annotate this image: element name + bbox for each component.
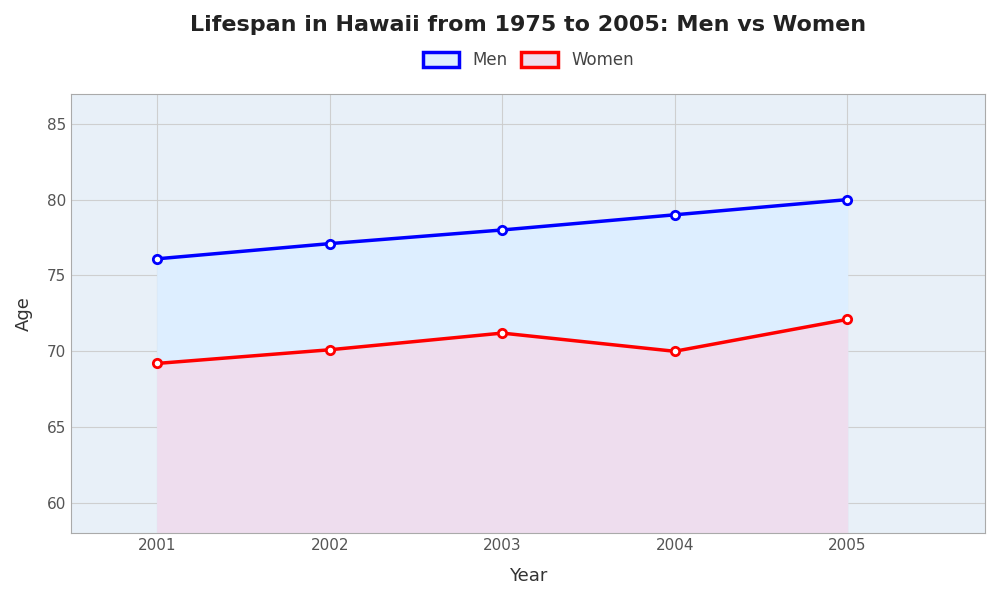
Legend: Men, Women: Men, Women bbox=[416, 44, 640, 76]
X-axis label: Year: Year bbox=[509, 567, 547, 585]
Title: Lifespan in Hawaii from 1975 to 2005: Men vs Women: Lifespan in Hawaii from 1975 to 2005: Me… bbox=[190, 15, 866, 35]
Y-axis label: Age: Age bbox=[15, 296, 33, 331]
